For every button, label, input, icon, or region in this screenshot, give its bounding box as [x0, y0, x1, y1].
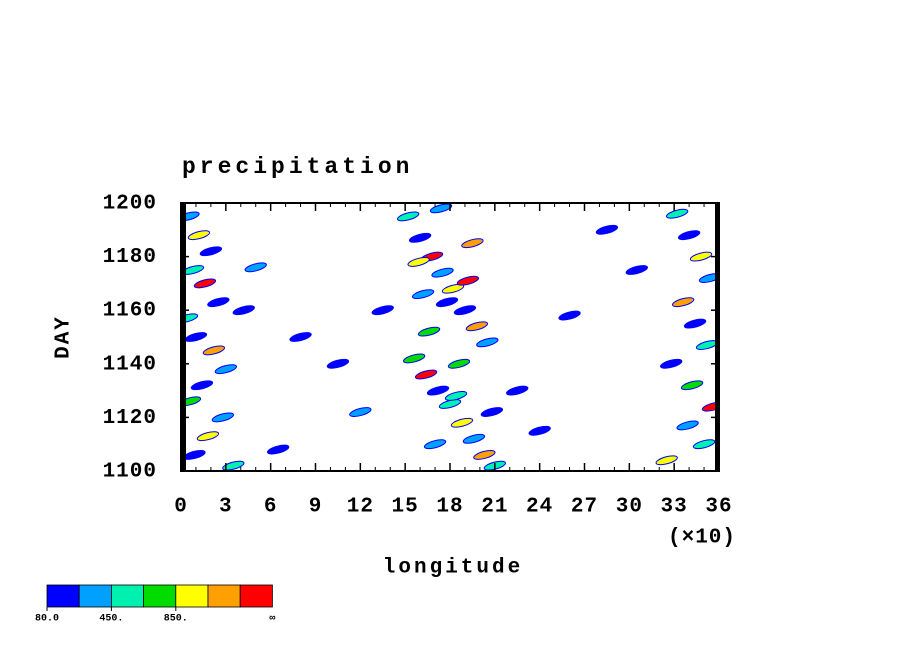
- contour-blob: [462, 433, 486, 444]
- contour-blob: [429, 203, 453, 214]
- contour-blob: [196, 431, 220, 442]
- contour-blob: [349, 407, 372, 417]
- colorbar-label: 80.0: [35, 614, 59, 625]
- contour-blob: [371, 305, 394, 316]
- contour-blob: [184, 332, 208, 342]
- contour-blob: [677, 230, 701, 241]
- contour-blob: [671, 297, 695, 308]
- x-tick-label: 18: [436, 496, 463, 519]
- contour-blob: [528, 425, 551, 436]
- colorbar-swatch: [143, 584, 177, 608]
- x-scale-label: (×10): [668, 527, 736, 550]
- contour-blob: [423, 439, 447, 450]
- contour-blob: [660, 358, 683, 369]
- contour-blob: [431, 267, 454, 278]
- contour-blob: [476, 337, 499, 348]
- contour-blob: [450, 417, 474, 428]
- contour-blob: [426, 385, 450, 396]
- contour-blob: [181, 313, 199, 324]
- contour-blob: [558, 310, 581, 321]
- x-tick-label: 30: [616, 496, 643, 519]
- x-tick-label: 12: [347, 496, 374, 519]
- contour-blob: [326, 358, 350, 369]
- x-tick-label: 9: [309, 496, 323, 519]
- y-axis-label: DAY: [53, 315, 76, 359]
- colorbar-swatch: [78, 584, 112, 608]
- contour-blob: [435, 297, 459, 308]
- colorbar-label: 850.: [164, 614, 188, 625]
- contour-blob: [193, 278, 217, 289]
- contour-blob: [202, 345, 226, 356]
- colorbar-swatch: [111, 584, 145, 608]
- x-tick-label: 33: [661, 496, 688, 519]
- y-tick-label: 1200: [103, 193, 157, 216]
- contour-blob: [411, 289, 435, 300]
- contour-blob: [456, 275, 480, 286]
- contour-blob: [207, 297, 230, 308]
- contour-blob: [444, 391, 468, 401]
- y-tick-label: 1140: [103, 353, 157, 376]
- contour-blob: [222, 460, 245, 471]
- x-tick-label: 15: [392, 496, 419, 519]
- contour-blob: [187, 230, 211, 241]
- contour-blob: [683, 318, 707, 329]
- contour-blob: [473, 450, 496, 460]
- contour-blob: [408, 232, 432, 243]
- contour-blob: [211, 412, 235, 423]
- x-tick-label: 36: [705, 496, 732, 519]
- contour-blob: [692, 439, 716, 450]
- contour-blob: [396, 211, 420, 222]
- contour-blob: [190, 380, 214, 391]
- x-tick-label: 6: [264, 496, 278, 519]
- colorbar-swatch: [46, 584, 80, 608]
- contour-blob: [689, 251, 713, 262]
- contour-blob: [480, 407, 504, 417]
- contour-blob: [447, 358, 471, 369]
- contour-blob: [506, 385, 529, 396]
- contour-blob: [453, 305, 477, 316]
- contour-blob: [183, 450, 206, 460]
- contour-blob: [266, 444, 290, 455]
- y-tick-label: 1160: [103, 300, 157, 323]
- contour-blob: [625, 265, 648, 275]
- contour-blob: [595, 224, 619, 235]
- contour-blob: [402, 353, 426, 364]
- colorbar-swatch: [175, 584, 209, 608]
- x-tick-label: 27: [571, 496, 598, 519]
- contour-blob: [417, 326, 441, 337]
- contour-blob: [214, 364, 237, 375]
- contour-blob: [665, 208, 689, 219]
- contour-blob: [655, 455, 678, 466]
- contour-blob: [407, 257, 430, 267]
- y-tick-label: 1120: [103, 407, 157, 430]
- contour-blob: [465, 321, 489, 332]
- x-tick-label: 3: [219, 496, 233, 519]
- contour-blob: [232, 305, 255, 316]
- contour-blob: [414, 369, 438, 380]
- contour-field: [181, 203, 719, 471]
- colorbar-swatch: [239, 584, 273, 608]
- x-tick-label: 21: [481, 496, 508, 519]
- x-tick-label: 24: [526, 496, 553, 519]
- contour-blob: [441, 283, 465, 294]
- contour-blob: [461, 238, 484, 249]
- contour-blob: [244, 262, 267, 273]
- contour-blob: [676, 420, 699, 431]
- colorbar-swatch: [207, 584, 241, 608]
- contour-blob: [701, 401, 719, 412]
- colorbar-label: ∞: [269, 614, 275, 625]
- colorbar-label: 450.: [99, 614, 123, 625]
- contour-blob: [199, 246, 223, 257]
- x-tick-label: 0: [174, 496, 188, 519]
- x-axis-label: longitude: [383, 557, 523, 580]
- contour-blob: [680, 380, 704, 391]
- contour-blob: [289, 332, 312, 342]
- chart-title: precipitation: [182, 154, 413, 180]
- y-tick-label: 1180: [103, 246, 157, 269]
- plot-frame: [180, 202, 720, 472]
- y-tick-label: 1100: [103, 461, 157, 484]
